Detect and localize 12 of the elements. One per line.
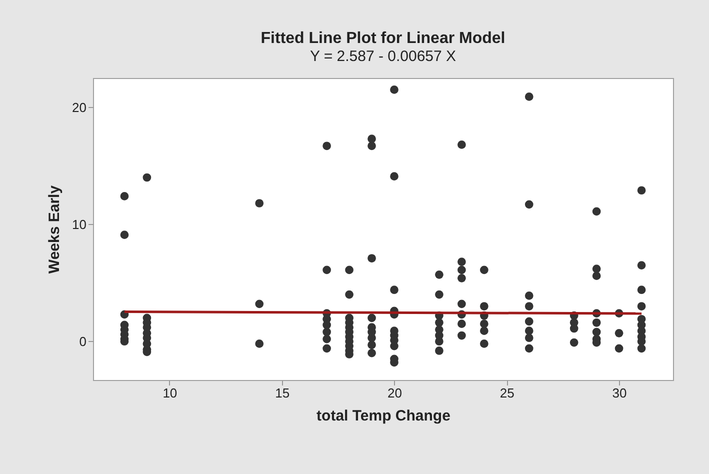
y-tick-label: 10: [72, 216, 86, 232]
y-axis-title: Weeks Early: [46, 184, 64, 274]
x-axis-title: total Temp Change: [316, 408, 450, 424]
x-tick-label: 15: [275, 386, 290, 400]
x-tick-label: 10: [162, 386, 178, 400]
y-tick-label: 0: [79, 334, 86, 349]
y-tick-label: 20: [72, 100, 86, 115]
chart-title: Fitted Line Plot for Linear Model: [260, 30, 506, 47]
x-tick-label: 20: [388, 386, 402, 400]
x-tick-label: 30: [612, 386, 627, 400]
chart-subtitle: Y = 2.587 - 0.00657 X: [310, 48, 456, 65]
x-tick-label: 25: [500, 386, 514, 400]
